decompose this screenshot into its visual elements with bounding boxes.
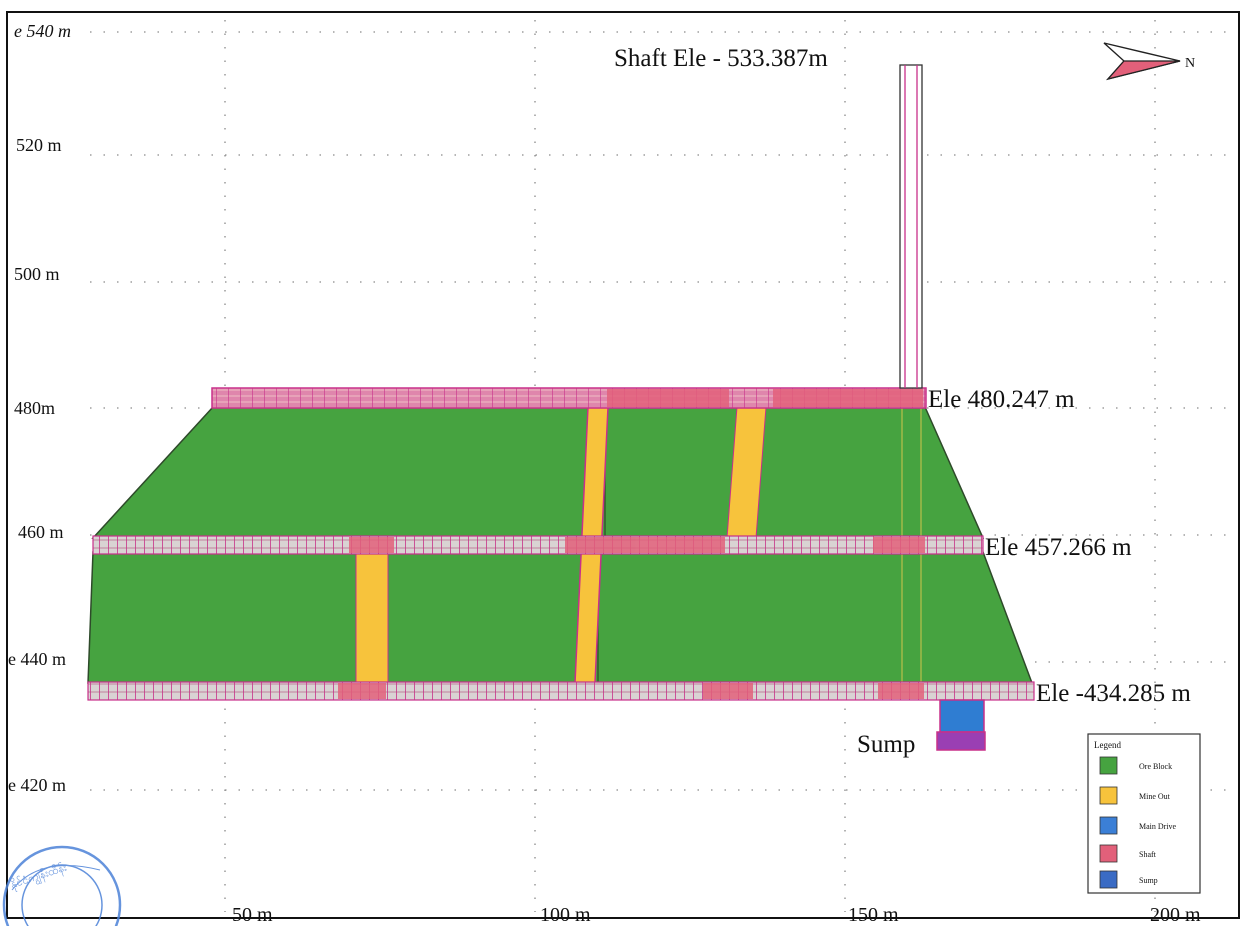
x-label-100: 100 m xyxy=(540,904,591,926)
north-label: N xyxy=(1185,56,1195,71)
y-label-440: e 440 m xyxy=(8,649,66,669)
sump-drive xyxy=(939,699,985,733)
annotation-sump: Sump xyxy=(857,731,915,758)
drive-level-457 xyxy=(92,535,984,555)
legend-label-main-drive: Main Drive xyxy=(1139,822,1177,831)
shaft-patches xyxy=(338,389,925,699)
x-label-200: 200 m xyxy=(1150,904,1201,926)
north-arrow-icon xyxy=(1103,42,1181,81)
annotation-level-434: Ele -434.285 m xyxy=(1036,680,1191,707)
legend-title: Legend xyxy=(1094,740,1121,750)
legend-swatch-main-drive xyxy=(1099,816,1118,835)
drive-level-434 xyxy=(87,681,1035,701)
y-label-500: 500 m xyxy=(14,264,60,284)
y-label-520: 520 m xyxy=(16,135,62,155)
y-label-460: 460 m xyxy=(18,522,64,542)
legend: Legend Ore Block Mine Out Main Drive Sha… xyxy=(1087,733,1201,894)
annotation-level-480: Ele 480.247 m xyxy=(928,386,1075,413)
y-label-480: 480m xyxy=(14,398,55,418)
y-label-540: e 540 m xyxy=(14,21,71,41)
legend-label-shaft: Shaft xyxy=(1139,850,1157,859)
legend-label-sump: Sump xyxy=(1139,876,1158,885)
legend-label-mine-out: Mine Out xyxy=(1139,792,1171,801)
ore-block-lower xyxy=(87,551,1034,684)
ore-block-upper xyxy=(91,406,985,539)
x-label-50: 50 m xyxy=(232,904,273,926)
legend-swatch-ore-block xyxy=(1099,756,1118,775)
annotation-shaft-top: Shaft Ele - 533.387m xyxy=(614,45,828,72)
legend-swatch-shaft xyxy=(1099,844,1118,863)
legend-label-ore-block: Ore Block xyxy=(1139,762,1172,771)
x-label-150: 150 m xyxy=(848,904,899,926)
sump-bottom xyxy=(936,731,986,751)
legend-swatch-mine-out xyxy=(1099,786,1118,805)
drive-level-480 xyxy=(211,387,927,409)
y-label-420: e 420 m xyxy=(8,775,66,795)
mine-out-lower-left xyxy=(355,551,389,684)
legend-swatch-sump xyxy=(1099,870,1118,889)
vertical-shaft xyxy=(899,64,923,389)
annotation-level-457: Ele 457.266 m xyxy=(985,534,1132,561)
